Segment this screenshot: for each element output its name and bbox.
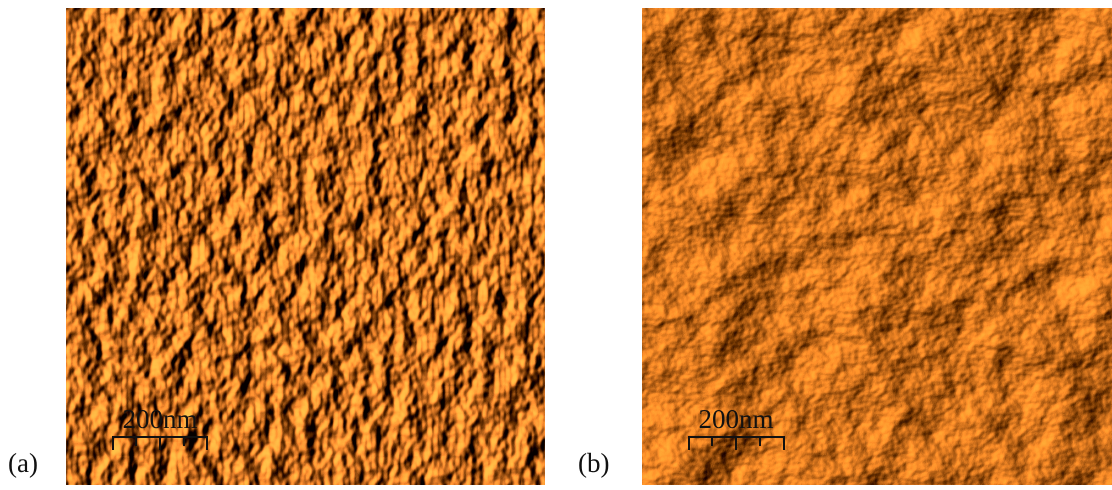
scale-bar-label: 200nm (122, 404, 197, 434)
panel-label: (b) (578, 448, 609, 478)
panel-a: (a) 200nm (8, 8, 545, 485)
page: (a) 200nm (b) 200nm (() => { const data … (0, 0, 1112, 485)
panel-label: (a) (8, 448, 38, 478)
scale-bar-label: 200nm (698, 404, 773, 434)
panel-b: (b) 200nm (578, 8, 1112, 485)
figure: (a) 200nm (b) 200nm (0, 0, 1112, 485)
